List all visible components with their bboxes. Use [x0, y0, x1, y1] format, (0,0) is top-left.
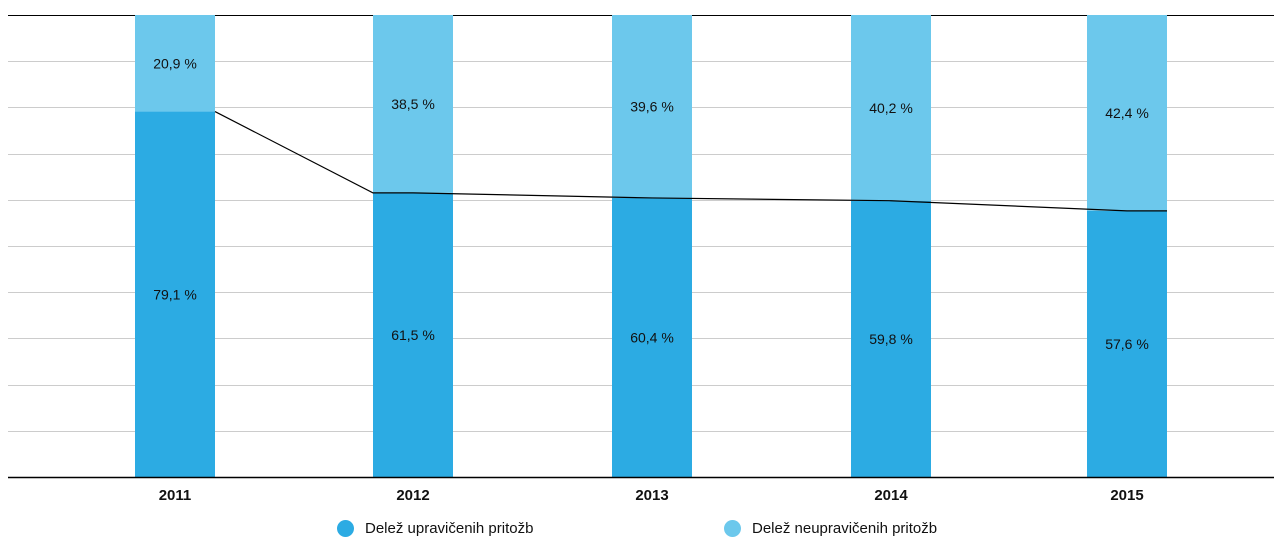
- legend-label-upraviceni: Delež upravičenih pritožb: [365, 520, 534, 537]
- bars: [135, 15, 1167, 478]
- data-label-neupraviceni: 42,4 %: [1105, 105, 1149, 121]
- bar-segment-neupraviceni: [851, 15, 931, 201]
- bar-segment-neupraviceni: [1087, 15, 1167, 211]
- trend-line: [214, 111, 1167, 212]
- trend-line-upraviceni: [214, 111, 1167, 212]
- x-axis: 2011 2012 2013 2014 2015: [8, 476, 1274, 504]
- bar-segment-neupraviceni: [135, 15, 215, 112]
- bar-segment-upraviceni: [373, 192, 453, 477]
- data-label-upraviceni: 60,4 %: [630, 329, 674, 345]
- legend-swatch-upraviceni: [337, 520, 354, 537]
- x-tick-label: 2015: [1110, 487, 1143, 504]
- x-tick-label: 2014: [874, 487, 908, 504]
- data-labels: 79,1 % 20,9 % 61,5 % 38,5 % 60,4 % 39,6 % 59,8…: [153, 55, 1149, 352]
- data-label-neupraviceni: 20,9 %: [153, 55, 197, 71]
- data-label-upraviceni: 59,8 %: [869, 331, 913, 347]
- data-label-upraviceni: 79,1 %: [153, 286, 197, 302]
- x-tick-label: 2012: [396, 487, 429, 504]
- legend-item-upraviceni: Delež upravičenih pritožb: [337, 520, 533, 537]
- legend-label-neupraviceni: Delež neupravičenih pritožb: [752, 520, 938, 537]
- bar-segment-upraviceni: [1087, 210, 1167, 477]
- legend-item-neupraviceni: Delež neupravičenih pritožb: [724, 520, 937, 537]
- bar-segment-upraviceni: [135, 111, 215, 478]
- data-label-neupraviceni: 40,2 %: [869, 100, 913, 116]
- x-tick-label: 2013: [635, 487, 668, 504]
- data-label-upraviceni: 61,5 %: [391, 327, 435, 343]
- legend: Delež upravičenih pritožb Delež neupravi…: [0, 520, 1282, 540]
- legend-swatch-neupraviceni: [724, 520, 741, 537]
- data-label-upraviceni: 57,6 %: [1105, 336, 1149, 352]
- bar-segment-upraviceni: [612, 197, 692, 477]
- data-label-neupraviceni: 38,5 %: [391, 96, 435, 112]
- bar-segment-neupraviceni: [612, 15, 692, 198]
- bar-segment-neupraviceni: [373, 15, 453, 193]
- x-tick-label: 2011: [159, 487, 192, 504]
- data-label-neupraviceni: 39,6 %: [630, 98, 674, 114]
- bar-segment-upraviceni: [851, 200, 931, 477]
